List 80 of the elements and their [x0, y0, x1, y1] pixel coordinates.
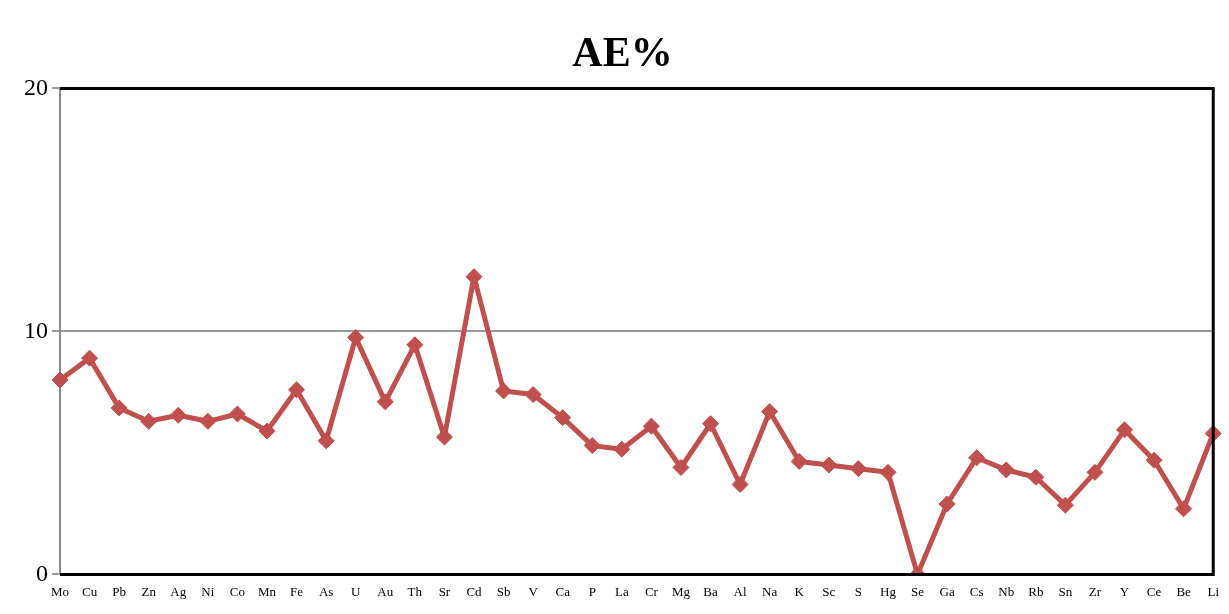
point	[110, 399, 128, 417]
point	[347, 328, 365, 346]
x-tick-label: Ca	[555, 583, 571, 599]
point	[1175, 500, 1193, 518]
x-tick-label: Ga	[939, 583, 955, 599]
x-tick-label: Be	[1176, 583, 1192, 599]
x-tick-label: Mn	[257, 583, 277, 599]
x-tick-label: Cr	[644, 583, 659, 599]
x-tick-label: Pb	[112, 583, 127, 599]
point	[258, 422, 276, 440]
x-tick-label: Cu	[81, 583, 98, 599]
x-tick-label: Sn	[1058, 583, 1073, 599]
x-tick-label: Nb	[998, 583, 1015, 599]
x-tick-label: Zn	[141, 583, 157, 599]
point	[376, 393, 394, 411]
x-tick-label: Co	[229, 583, 245, 599]
x-tick-label: Sc	[822, 583, 836, 599]
x-tick-label: Ba	[703, 583, 718, 599]
point	[849, 460, 867, 478]
x-tick-label: Na	[762, 583, 778, 599]
x-tick-label: Ag	[170, 583, 187, 599]
point	[406, 336, 424, 354]
x-tick-label: Cs	[969, 583, 984, 599]
point	[140, 412, 158, 430]
x-tick-label: U	[351, 583, 361, 599]
point	[583, 437, 601, 455]
y-tick-label: 20	[24, 73, 48, 100]
point	[228, 405, 246, 423]
point	[731, 475, 749, 493]
point	[288, 381, 306, 399]
point	[554, 409, 572, 427]
point	[199, 412, 217, 430]
point	[495, 382, 513, 400]
point	[761, 403, 779, 421]
x-tick-label: Mo	[50, 583, 70, 599]
x-tick-label: S	[854, 583, 862, 599]
x-tick-label: Ce	[1146, 583, 1162, 599]
point	[672, 458, 690, 476]
y-tick-label: 10	[24, 316, 48, 343]
point	[1086, 463, 1104, 481]
point	[968, 449, 986, 467]
x-tick-label: Se	[911, 583, 925, 599]
x-tick-label: Zr	[1088, 583, 1102, 599]
point	[169, 406, 187, 424]
x-tick-label: Rb	[1028, 583, 1044, 599]
x-tick-label: P	[588, 583, 596, 599]
y-tick-label: 0	[36, 559, 48, 586]
point	[820, 456, 838, 474]
point	[1116, 421, 1134, 439]
x-tick-label: Mg	[671, 583, 691, 599]
chart-title: AE%	[572, 29, 673, 76]
x-tick-label: Y	[1119, 583, 1130, 599]
point	[524, 386, 542, 404]
x-tick-label: Sr	[438, 583, 451, 599]
point	[997, 461, 1015, 479]
point	[1056, 496, 1074, 514]
x-tick-label: Hg	[880, 583, 897, 599]
x-tick-label: Th	[407, 583, 423, 599]
point	[790, 452, 808, 470]
point	[51, 371, 69, 389]
x-tick-label: As	[318, 583, 334, 599]
point	[1027, 468, 1045, 486]
x-tick-label: Au	[377, 583, 394, 599]
point	[317, 432, 335, 450]
x-tick-label: La	[614, 583, 629, 599]
x-tick-label: Li	[1207, 583, 1220, 599]
x-tick-label: Ni	[201, 583, 215, 599]
x-tick-label: K	[794, 583, 805, 599]
point	[613, 440, 631, 458]
x-tick-label: Al	[733, 583, 747, 599]
point	[81, 349, 99, 367]
point	[938, 495, 956, 513]
x-tick-label: Sb	[496, 583, 511, 599]
x-tick-label: V	[528, 583, 539, 599]
point	[1145, 451, 1163, 469]
point	[879, 463, 897, 481]
x-tick-label: Cd	[466, 583, 483, 599]
point	[642, 417, 660, 435]
point	[702, 415, 720, 433]
x-tick-label: Fe	[290, 583, 304, 599]
